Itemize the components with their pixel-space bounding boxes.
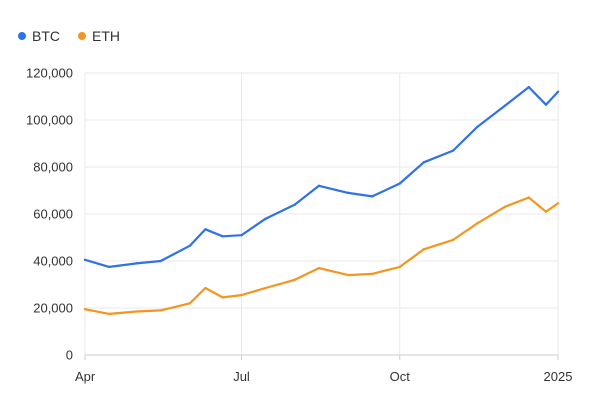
data-point-eth bbox=[135, 310, 138, 313]
chart-legend: BTC ETH bbox=[18, 28, 120, 44]
y-tick-label: 20,000 bbox=[33, 301, 73, 316]
data-point-eth bbox=[188, 302, 192, 305]
data-point-eth bbox=[293, 278, 297, 281]
data-point-btc bbox=[240, 233, 243, 237]
data-point-eth bbox=[371, 272, 374, 276]
data-point-btc bbox=[451, 149, 455, 152]
data-point-btc bbox=[503, 104, 506, 108]
data-point-eth bbox=[451, 238, 455, 242]
data-point-btc bbox=[398, 182, 401, 185]
data-point-eth bbox=[159, 309, 162, 312]
data-point-eth bbox=[240, 293, 243, 297]
data-point-btc bbox=[293, 203, 297, 206]
y-tick-label: 60,000 bbox=[33, 207, 73, 222]
x-tick-label: Apr bbox=[75, 369, 96, 384]
y-tick-label: 40,000 bbox=[33, 254, 73, 269]
data-point-btc bbox=[475, 125, 479, 129]
data-point-eth bbox=[398, 265, 401, 269]
x-tick-label: Oct bbox=[390, 369, 411, 384]
data-point-btc bbox=[159, 259, 162, 263]
data-point-eth bbox=[346, 273, 350, 277]
data-point-eth bbox=[204, 286, 207, 290]
data-point-btc bbox=[422, 161, 426, 164]
data-point-eth bbox=[107, 312, 111, 316]
data-point-eth bbox=[503, 205, 506, 209]
data-point-btc bbox=[371, 195, 374, 198]
data-point-btc bbox=[346, 191, 350, 195]
data-point-eth bbox=[317, 266, 321, 270]
data-point-btc bbox=[317, 184, 321, 187]
data-point-btc bbox=[188, 244, 192, 247]
data-point-eth bbox=[221, 296, 224, 299]
data-point-btc bbox=[221, 235, 224, 238]
legend-label-eth: ETH bbox=[92, 28, 120, 44]
data-point-btc bbox=[544, 103, 548, 106]
data-point-eth bbox=[527, 196, 530, 199]
data-point-eth bbox=[475, 222, 479, 225]
series-line-btc bbox=[83, 85, 560, 268]
data-point-btc bbox=[107, 265, 111, 269]
x-tick-label: 2025 bbox=[544, 369, 573, 384]
data-point-btc bbox=[135, 262, 138, 265]
legend-item-btc[interactable]: BTC bbox=[18, 28, 60, 44]
x-tick-label: Jul bbox=[233, 369, 250, 384]
series-line-eth bbox=[83, 196, 560, 315]
y-tick-label: 100,000 bbox=[26, 113, 73, 128]
data-point-eth bbox=[556, 202, 560, 205]
legend-marker-btc bbox=[18, 32, 26, 40]
data-point-eth bbox=[544, 210, 548, 213]
data-point-eth bbox=[422, 248, 426, 251]
data-point-eth bbox=[83, 307, 87, 311]
data-point-btc bbox=[264, 217, 267, 220]
legend-label-btc: BTC bbox=[32, 28, 60, 44]
data-point-eth bbox=[264, 286, 267, 290]
y-tick-label: 120,000 bbox=[26, 66, 73, 81]
data-point-btc bbox=[527, 85, 530, 89]
legend-item-eth[interactable]: ETH bbox=[78, 28, 120, 44]
data-point-btc bbox=[83, 258, 87, 262]
data-point-btc bbox=[204, 228, 207, 231]
legend-marker-eth bbox=[78, 32, 86, 40]
y-tick-label: 80,000 bbox=[33, 160, 73, 175]
y-tick-label: 0 bbox=[66, 348, 73, 363]
data-point-btc bbox=[556, 90, 560, 94]
